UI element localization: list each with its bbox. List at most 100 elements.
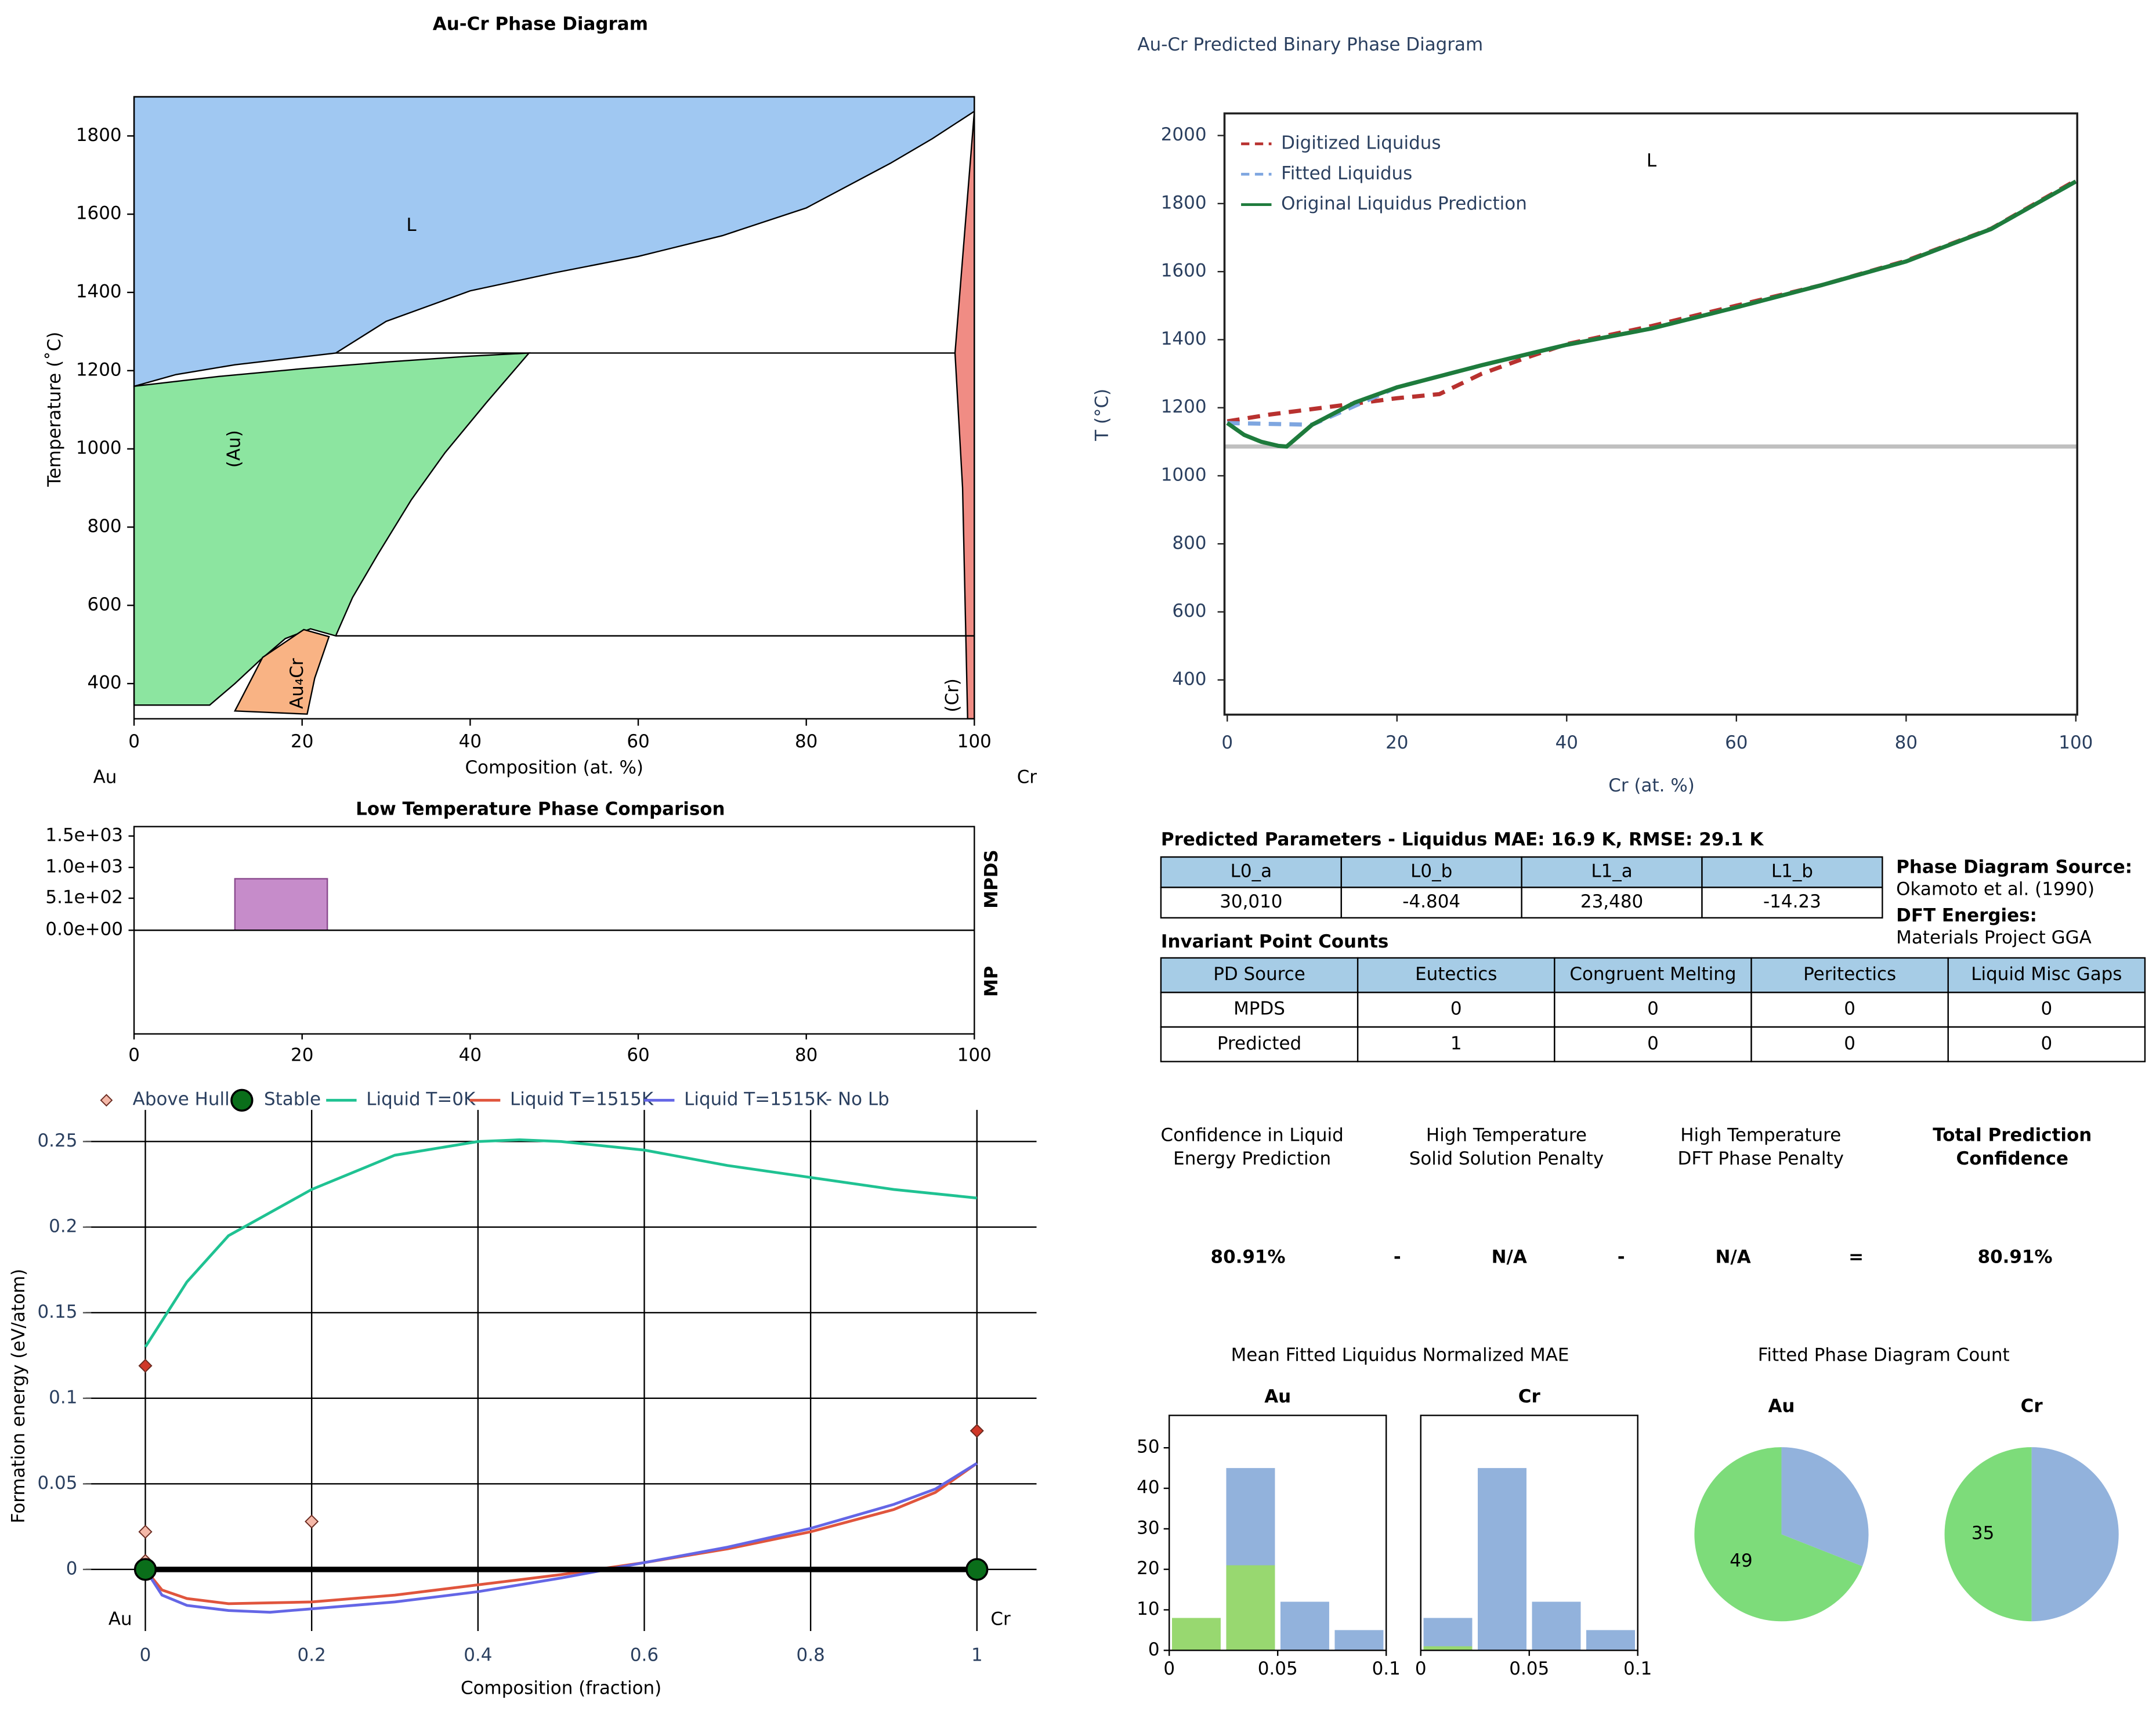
curve — [144, 1462, 978, 1614]
invariant-header-cell — [1947, 957, 2146, 993]
parameter-header: L1_a — [1591, 861, 1632, 882]
x-tick-label: 0 — [1163, 1658, 1175, 1679]
x-tick-label: 100 — [2059, 732, 2093, 753]
line-series — [1227, 179, 2077, 427]
y-tick-label: 0 — [66, 1558, 78, 1579]
y-tick-label: 1600 — [76, 203, 122, 224]
confidence-value: N/A — [1716, 1246, 1751, 1267]
invariant-value: MPDS — [1233, 999, 1285, 1019]
region-label: (Au) — [223, 430, 244, 468]
x-tick-label: 80 — [795, 731, 817, 752]
invariant-cell — [1947, 1026, 2146, 1062]
chart-title: Cr — [2021, 1396, 2043, 1417]
confidence-operator: = — [1848, 1246, 1864, 1267]
legend-label: Digitized Liquidus — [1281, 132, 1441, 153]
end-label: Au — [108, 1608, 132, 1629]
y-tick-label: 2000 — [1161, 124, 1207, 145]
invariant-header: Peritectics — [1803, 964, 1896, 985]
x-tick-label: 0 — [1415, 1658, 1427, 1679]
invariant-value: 0 — [2041, 999, 2052, 1019]
invariant-value: 0 — [1647, 999, 1659, 1019]
x-tick-label: 0.1 — [1623, 1658, 1652, 1679]
group-title: Fitted Phase Diagram Count — [1758, 1344, 2010, 1365]
invariant-value: 0 — [1647, 1033, 1659, 1054]
legend-label: Stable — [264, 1089, 321, 1110]
x-tick-label: 80 — [1895, 732, 1918, 753]
point — [138, 1524, 153, 1539]
invariant-value: 0 — [1844, 1033, 1855, 1054]
y-tick-label: 1200 — [76, 359, 122, 380]
confidence-label: DFT Phase Penalty — [1678, 1148, 1844, 1169]
histogram-bar — [1532, 1601, 1581, 1651]
parameter-header-cell — [1340, 856, 1522, 888]
histogram-bar — [1171, 1618, 1221, 1651]
x-tick-label: 0 — [128, 1045, 140, 1066]
invariant-value: Predicted — [1217, 1033, 1301, 1054]
chart-title: Au-Cr Phase Diagram — [433, 14, 648, 35]
confidence-label: Total Prediction — [1933, 1125, 2092, 1146]
end-label: Cr — [1017, 767, 1037, 788]
phase-region — [133, 352, 531, 706]
y-tick-label: 1600 — [1161, 261, 1207, 281]
y-axis-label: Temperature (˚C) — [44, 332, 65, 487]
table-title: Invariant Point Counts — [1161, 931, 1388, 952]
invariant-header-cell — [1554, 957, 1752, 993]
pie-slice — [1781, 1447, 1869, 1567]
invariant-value: 0 — [1844, 999, 1855, 1019]
parameter-value: -4.804 — [1402, 891, 1460, 912]
legend-label: Liquid T=1515K — [510, 1089, 654, 1110]
pie-slice — [1944, 1447, 2032, 1622]
point — [133, 1558, 157, 1581]
x-tick-label: 20 — [291, 1045, 313, 1066]
histogram-bar — [1478, 1468, 1526, 1651]
group-title: Mean Fitted Liquidus Normalized MAE — [1231, 1344, 1569, 1365]
invariant-value: 0 — [2041, 1033, 2052, 1054]
parameter-header: L0_b — [1410, 861, 1452, 882]
annotation: L — [1647, 150, 1657, 171]
chart-title: Au-Cr Predicted Binary Phase Diagram — [1137, 34, 1483, 55]
x-tick-label: 0.2 — [298, 1644, 326, 1665]
invariant-cell — [1554, 992, 1752, 1028]
histogram-bar — [1423, 1646, 1473, 1651]
parameter-header: L1_b — [1771, 861, 1813, 882]
bar — [234, 878, 328, 931]
parameter-header: L0_a — [1231, 861, 1272, 882]
invariant-header-cell — [1356, 957, 1555, 993]
x-axis-label: Cr (at. %) — [1608, 775, 1695, 796]
point — [138, 1358, 153, 1373]
invariant-cell — [1160, 1026, 1359, 1062]
histogram-bar — [1423, 1618, 1473, 1651]
x-tick-label: 40 — [459, 731, 482, 752]
histogram-bar — [1280, 1601, 1329, 1651]
parameter-value: 30,010 — [1220, 891, 1282, 912]
y-tick-label: 600 — [88, 594, 122, 615]
x-tick-label: 0.6 — [630, 1644, 659, 1665]
plot-frame — [1169, 1415, 1387, 1651]
table-title: Predicted Parameters - Liquidus MAE: 16.… — [1161, 829, 1764, 850]
invariant-value: 0 — [1450, 999, 1462, 1019]
curve — [144, 1138, 978, 1348]
y-tick-label: 0.1 — [49, 1387, 77, 1408]
x-tick-label: 40 — [1555, 732, 1578, 753]
end-label: Cr — [990, 1608, 1011, 1629]
x-tick-label: 0.05 — [1258, 1658, 1298, 1679]
y-tick-label: 0.15 — [37, 1301, 77, 1322]
parameter-value: 23,480 — [1580, 891, 1643, 912]
parameter-cell — [1160, 887, 1342, 919]
confidence-value: N/A — [1492, 1246, 1527, 1267]
region-label: Au₄Cr — [287, 658, 308, 709]
x-tick-label: 1 — [971, 1644, 983, 1665]
x-tick-label: 20 — [1386, 732, 1408, 753]
invariant-cell — [1356, 992, 1555, 1028]
y-tick-label: 1.0e+03 — [45, 856, 123, 877]
y-tick-label: 0.0e+00 — [45, 919, 123, 940]
line-series — [1226, 179, 2077, 449]
x-tick-label: 100 — [957, 731, 992, 752]
x-tick-label: 0.8 — [797, 1644, 825, 1665]
invariant-cell — [1160, 992, 1359, 1028]
invariant-header: Liquid Misc Gaps — [1971, 964, 2122, 985]
x-tick-label: 100 — [957, 1045, 992, 1066]
invariant-header: Eutectics — [1415, 964, 1497, 985]
